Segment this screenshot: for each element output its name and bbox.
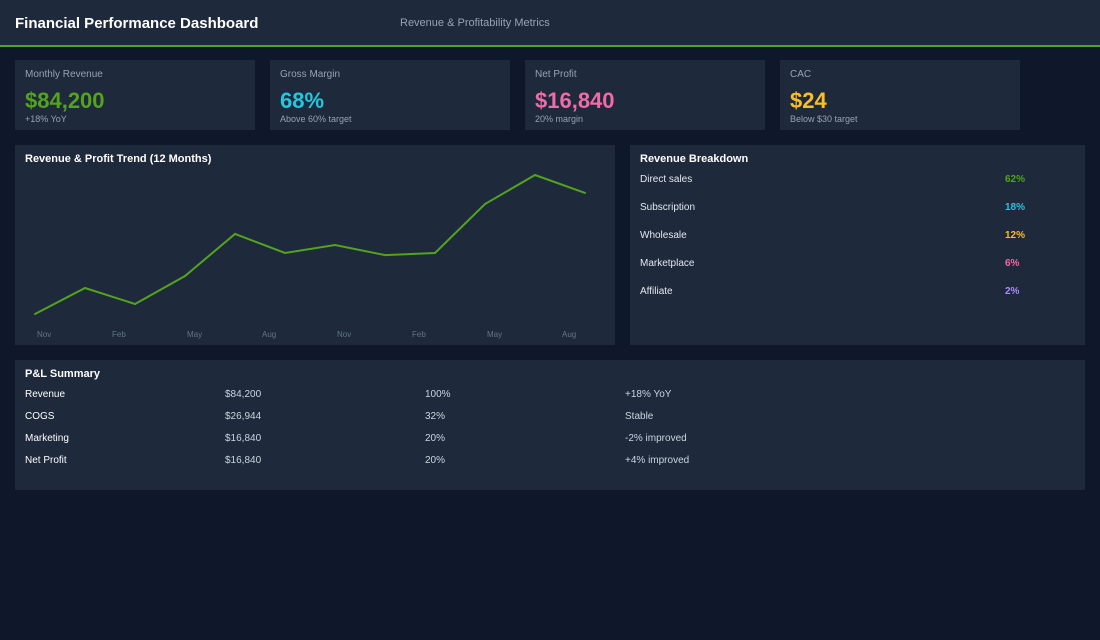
trend-point <box>384 254 386 257</box>
breakdown-label: Marketplace <box>640 258 695 269</box>
trend-point <box>184 275 186 278</box>
pl-change: +4% improved <box>625 455 690 466</box>
pl-item: Net Profit <box>25 455 67 466</box>
trend-point <box>484 203 486 206</box>
kpi-subtext: Above 60% target <box>280 114 352 124</box>
kpi-subtext: 20% margin <box>535 114 584 124</box>
breakdown-percent: 6% <box>1005 258 1020 269</box>
kpi-label: Monthly Revenue <box>25 69 103 80</box>
breakdown-percent: 2% <box>1005 286 1020 297</box>
kpi-value: 68% <box>280 88 325 113</box>
breakdown-row: Direct sales 62% <box>640 174 1070 185</box>
x-tick-label: Nov <box>37 330 51 339</box>
trend-point <box>534 174 536 176</box>
kpi-card: Monthly Revenue $84,200 +18% YoY <box>15 60 255 130</box>
breakdown-title: Revenue Breakdown <box>640 153 749 165</box>
breakdown-row: Subscription 18% <box>640 202 1070 213</box>
breakdown-percent: 18% <box>1005 202 1026 213</box>
trend-point <box>134 302 136 305</box>
x-tick-label: Nov <box>337 330 351 339</box>
x-tick-label: May <box>487 330 502 339</box>
kpi-card: Net Profit $16,840 20% margin <box>525 60 765 130</box>
trend-chart: Nov Feb May Aug Nov Feb May Aug <box>34 173 586 339</box>
trend-line <box>34 173 586 315</box>
header: Financial Performance Dashboard Revenue … <box>0 0 1100 47</box>
breakdown-label: Affiliate <box>640 286 673 297</box>
x-tick-label: Feb <box>112 330 126 339</box>
pl-percent: 32% <box>425 411 446 422</box>
pl-item: Marketing <box>25 433 69 444</box>
trend-point <box>284 251 286 254</box>
breakdown-label: Direct sales <box>640 174 693 185</box>
page-subtitle: Revenue & Profitability Metrics <box>400 17 550 29</box>
pl-change: +18% YoY <box>625 389 672 400</box>
kpi-card: Gross Margin 68% Above 60% target <box>270 60 510 130</box>
kpi-label: CAC <box>790 69 812 80</box>
trend-point <box>34 313 36 315</box>
kpi-label: Net Profit <box>535 69 577 80</box>
pl-amount: $26,944 <box>225 411 262 422</box>
pl-amount: $16,840 <box>225 455 262 466</box>
breakdown-row: Affiliate 2% <box>640 286 1070 297</box>
x-tick-label: May <box>187 330 202 339</box>
trend-point <box>234 232 236 235</box>
kpi-card: CAC $24 Below $30 target <box>780 60 1020 130</box>
breakdown-row: Wholesale 12% <box>640 230 1070 241</box>
pl-amount: $84,200 <box>225 389 262 400</box>
pl-item: Revenue <box>25 389 66 400</box>
pl-change: Stable <box>625 411 654 422</box>
page-title: Financial Performance Dashboard <box>15 15 259 32</box>
breakdown-percent: 62% <box>1005 174 1026 185</box>
breakdown-row: Marketplace 6% <box>640 258 1070 269</box>
x-tick-label: Aug <box>262 330 276 339</box>
trend-chart-card: Revenue & Profit Trend (12 Months) Nov Fe… <box>15 145 615 345</box>
x-tick-label: Feb <box>412 330 426 339</box>
kpi-label: Gross Margin <box>280 69 341 80</box>
pl-item: COGS <box>25 411 55 422</box>
breakdown-percent: 12% <box>1005 230 1026 241</box>
kpi-value: $24 <box>790 88 827 113</box>
revenue-breakdown-card: Revenue Breakdown Direct sales 62% Subscri… <box>630 145 1085 345</box>
kpi-value: $84,200 <box>25 88 105 113</box>
trend-point <box>584 191 586 194</box>
kpi-subtext: Below $30 target <box>790 114 858 124</box>
pl-percent: 100% <box>425 389 451 400</box>
kpi-value: $16,840 <box>535 88 615 113</box>
x-tick-label: Aug <box>562 330 576 339</box>
pl-percent: 20% <box>425 455 446 466</box>
pl-title: P&L Summary <box>25 368 100 380</box>
pl-amount: $16,840 <box>225 433 262 444</box>
kpi-subtext: +18% YoY <box>25 114 67 124</box>
breakdown-label: Wholesale <box>640 230 687 241</box>
breakdown-label: Subscription <box>640 202 696 213</box>
pl-summary-card: P&L Summary Revenue $84,200 100% +18% YoY CO… <box>15 360 1085 490</box>
pl-percent: 20% <box>425 433 446 444</box>
pl-change: -2% improved <box>625 433 687 444</box>
chart-title: Revenue & Profit Trend (12 Months) <box>25 153 212 165</box>
trend-point <box>434 251 436 254</box>
trend-point <box>334 244 336 247</box>
trend-point <box>84 287 86 290</box>
